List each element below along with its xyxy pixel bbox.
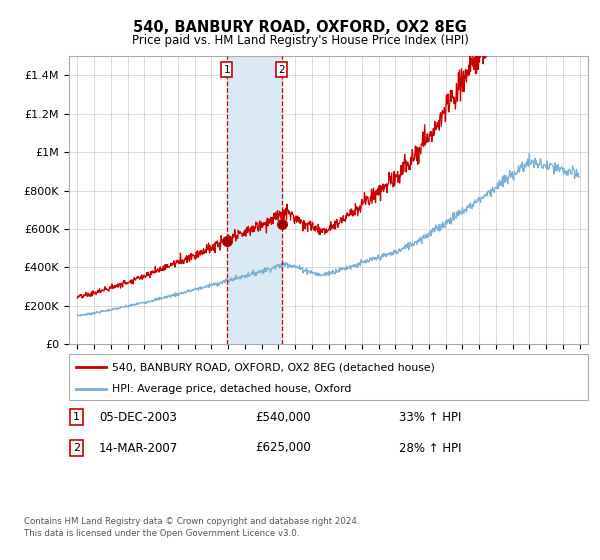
Text: Contains HM Land Registry data © Crown copyright and database right 2024.: Contains HM Land Registry data © Crown c… xyxy=(24,517,359,526)
Text: 05-DEC-2003: 05-DEC-2003 xyxy=(99,410,177,424)
Text: HPI: Average price, detached house, Oxford: HPI: Average price, detached house, Oxfo… xyxy=(112,384,352,394)
Bar xyxy=(227,56,282,344)
Text: 1: 1 xyxy=(223,64,230,74)
Text: Price paid vs. HM Land Registry's House Price Index (HPI): Price paid vs. HM Land Registry's House … xyxy=(131,34,469,46)
Text: 14-MAR-2007: 14-MAR-2007 xyxy=(99,441,178,455)
Text: This data is licensed under the Open Government Licence v3.0.: This data is licensed under the Open Gov… xyxy=(24,529,299,538)
Text: 28% ↑ HPI: 28% ↑ HPI xyxy=(399,441,461,455)
Text: 1: 1 xyxy=(73,412,80,422)
Text: 540, BANBURY ROAD, OXFORD, OX2 8EG: 540, BANBURY ROAD, OXFORD, OX2 8EG xyxy=(133,20,467,35)
Text: 2: 2 xyxy=(73,443,80,453)
Text: 33% ↑ HPI: 33% ↑ HPI xyxy=(399,410,461,424)
Text: £625,000: £625,000 xyxy=(255,441,311,455)
Text: £540,000: £540,000 xyxy=(255,410,311,424)
Text: 540, BANBURY ROAD, OXFORD, OX2 8EG (detached house): 540, BANBURY ROAD, OXFORD, OX2 8EG (deta… xyxy=(112,362,435,372)
Text: 2: 2 xyxy=(278,64,285,74)
